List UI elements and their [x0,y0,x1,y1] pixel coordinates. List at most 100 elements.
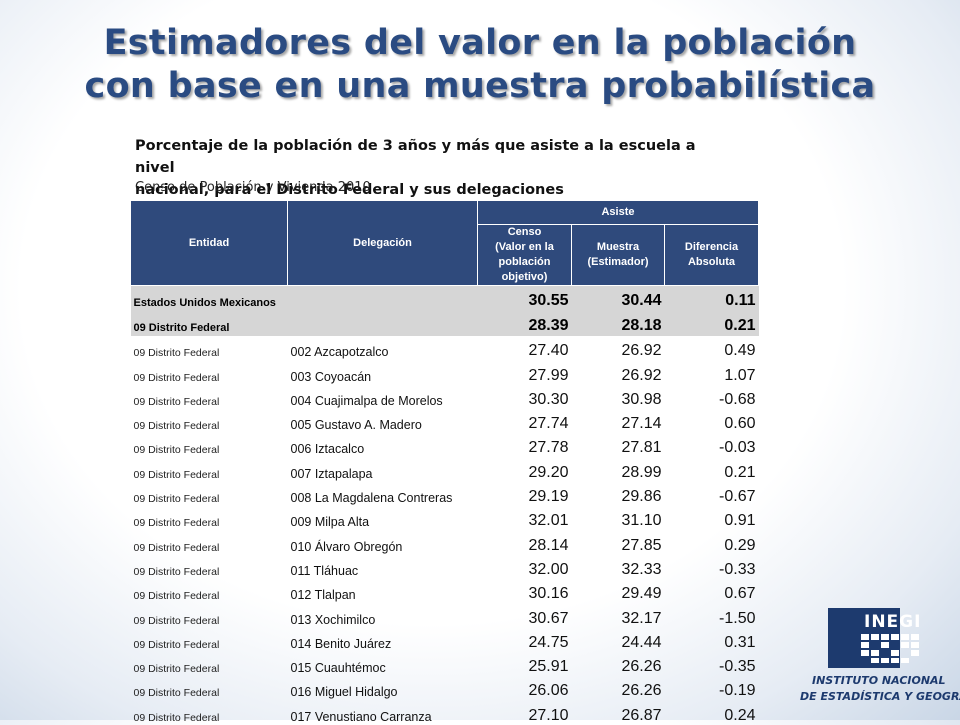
slide-title-line-1: Estimadores del valor en la población [103,23,857,63]
row-diferencia: -0.33 [719,560,756,578]
header-muestra: Muestra (Estimador) [571,224,665,286]
row-entidad: 09 Distrito Federal [133,711,220,724]
row-muestra: 27.81 [621,439,662,457]
row-censo: 24.75 [528,633,569,651]
row-diferencia: -0.03 [719,439,756,457]
row-entidad: 09 Distrito Federal [133,687,220,700]
row-muestra: 26.26 [621,682,662,700]
row-entidad: 09 Distrito Federal [133,638,220,651]
inegi-grid-icon [861,634,919,663]
table-row: 09 Distrito Federal 007 Iztapalapa 29.20 28… [131,457,759,481]
row-diferencia: 0.24 [724,706,756,724]
row-censo: 27.74 [528,415,569,433]
row-diferencia: -0.68 [719,390,756,408]
summary-muestra: 30.44 [571,285,665,311]
row-entidad: 09 Distrito Federal [133,493,220,506]
summary-diferencia: 0.21 [664,311,759,336]
inegi-name-line-1: INSTITUTO NACIONAL [812,674,946,687]
row-muestra: 31.10 [621,512,662,530]
row-delegacion: 011 Tláhuac [290,563,359,578]
row-entidad: 09 Distrito Federal [133,395,220,408]
row-delegacion: 012 Tlalpan [290,588,356,603]
row-entidad: 09 Distrito Federal [133,347,220,360]
table-row: 09 Distrito Federal 011 Tláhuac 32.00 32.33… [131,555,759,579]
row-entidad: 09 Distrito Federal [133,444,220,457]
row-delegacion: 007 Iztapalapa [290,466,373,481]
row-delegacion: 015 Cuauhtémoc [290,661,386,676]
row-censo: 27.40 [528,342,569,360]
row-muestra: 29.49 [621,585,662,603]
table-row: 09 Distrito Federal 006 Iztacalco 27.78 27.… [131,433,759,457]
row-censo: 30.67 [528,609,569,627]
row-delegacion: 014 Benito Juárez [290,636,392,651]
table-row: 09 Distrito Federal 008 La Magdalena Cont… [131,482,759,506]
row-delegacion: 013 Xochimilco [290,612,376,627]
summary-row-df: 09 Distrito Federal 28.39 28.18 0.21 [130,311,759,336]
row-censo: 29.20 [528,463,569,481]
row-censo: 32.00 [528,560,569,578]
table-row: 09 Distrito Federal 004 Cuajimalpa de Mor… [131,385,759,409]
row-muestra: 26.26 [621,658,662,676]
row-delegacion: 010 Álvaro Obregón [290,539,403,554]
header-censo-line-1: Censo [507,226,542,238]
header-censo: Censo (Valor en la población objetivo) [477,224,572,286]
row-diferencia: 0.60 [724,415,756,433]
inegi-name-line-2: DE ESTADÍSTICA Y GEOGRAFÍA [800,690,960,703]
row-muestra: 32.17 [621,609,662,627]
summary-censo: 30.55 [477,285,572,311]
row-muestra: 28.99 [621,463,662,481]
header-diferencia-line-2: Absoluta [687,256,736,268]
row-diferencia: -0.19 [719,682,756,700]
table-row: 09 Distrito Federal 012 Tlalpan 30.16 29.49… [131,579,759,603]
row-muestra: 24.44 [621,633,662,651]
delegation-rows: 09 Distrito Federal 002 Azcapotzalco 27.40… [131,336,759,725]
row-delegacion: 016 Miguel Hidalgo [290,685,398,700]
row-entidad: 09 Distrito Federal [133,371,220,384]
header-censo-line-3: población objetivo) [498,256,551,283]
row-delegacion: 009 Milpa Alta [290,515,370,530]
row-entidad: 09 Distrito Federal [133,468,220,481]
row-entidad: 09 Distrito Federal [133,565,220,578]
summary-censo: 28.39 [477,311,572,336]
row-entidad: 09 Distrito Federal [133,614,220,627]
row-censo: 30.30 [528,390,569,408]
row-muestra: 26.87 [621,706,662,724]
table-caption-line-2: nacional, para el Distrito Federal y sus… [135,182,564,198]
header-muestra-line-2: (Estimador) [587,256,649,268]
estimates-table: Entidad Delegación Asiste Censo (Valor e… [130,200,759,725]
summary-row-national: Estados Unidos Mexicanos 30.55 30.44 0.1… [130,285,759,311]
row-censo: 25.91 [528,658,569,676]
row-diferencia: 0.21 [724,463,756,481]
row-delegacion: 002 Azcapotzalco [290,345,389,360]
row-muestra: 29.86 [621,488,662,506]
table-row: 09 Distrito Federal 014 Benito Juárez 24.7… [131,628,759,652]
row-censo: 27.78 [528,439,569,457]
header-entidad: Entidad [130,200,288,286]
row-censo: 32.01 [528,512,569,530]
row-muestra: 26.92 [621,342,662,360]
summary-diferencia: 0.11 [664,285,759,311]
row-diferencia: -0.35 [719,658,756,676]
inegi-acronym: INEGI [864,612,922,632]
row-entidad: 09 Distrito Federal [133,517,220,530]
row-diferencia: 0.31 [724,633,756,651]
row-muestra: 27.85 [621,536,662,554]
table-caption-line-1: Porcentaje de la población de 3 años y m… [135,138,696,176]
table-row: 09 Distrito Federal 002 Azcapotzalco 27.40… [131,336,759,360]
row-entidad: 09 Distrito Federal [133,420,220,433]
table-row: 09 Distrito Federal 005 Gustavo A. Madero… [131,409,759,433]
inegi-logo: INEGI INSTITUTO NACIONAL DE ESTADÍSTICA … [800,608,960,708]
row-muestra: 27.14 [621,415,662,433]
row-diferencia: -0.67 [719,488,756,506]
row-censo: 30.16 [528,585,569,603]
table-row: 09 Distrito Federal 009 Milpa Alta 32.01 31… [131,506,759,530]
row-delegacion: 003 Coyoacán [290,369,372,384]
row-entidad: 09 Distrito Federal [133,663,220,676]
table-caption: Porcentaje de la población de 3 años y m… [135,135,735,201]
header-asiste: Asiste [477,200,759,225]
source-note: Censo de Población y Vivienda 2010 [135,180,371,195]
row-delegacion: 004 Cuajimalpa de Morelos [290,393,443,408]
row-diferencia: 0.91 [724,512,756,530]
header-diferencia-line-1: Diferencia [684,241,739,253]
table-row: 09 Distrito Federal 015 Cuauhtémoc 25.91 26… [131,652,759,676]
